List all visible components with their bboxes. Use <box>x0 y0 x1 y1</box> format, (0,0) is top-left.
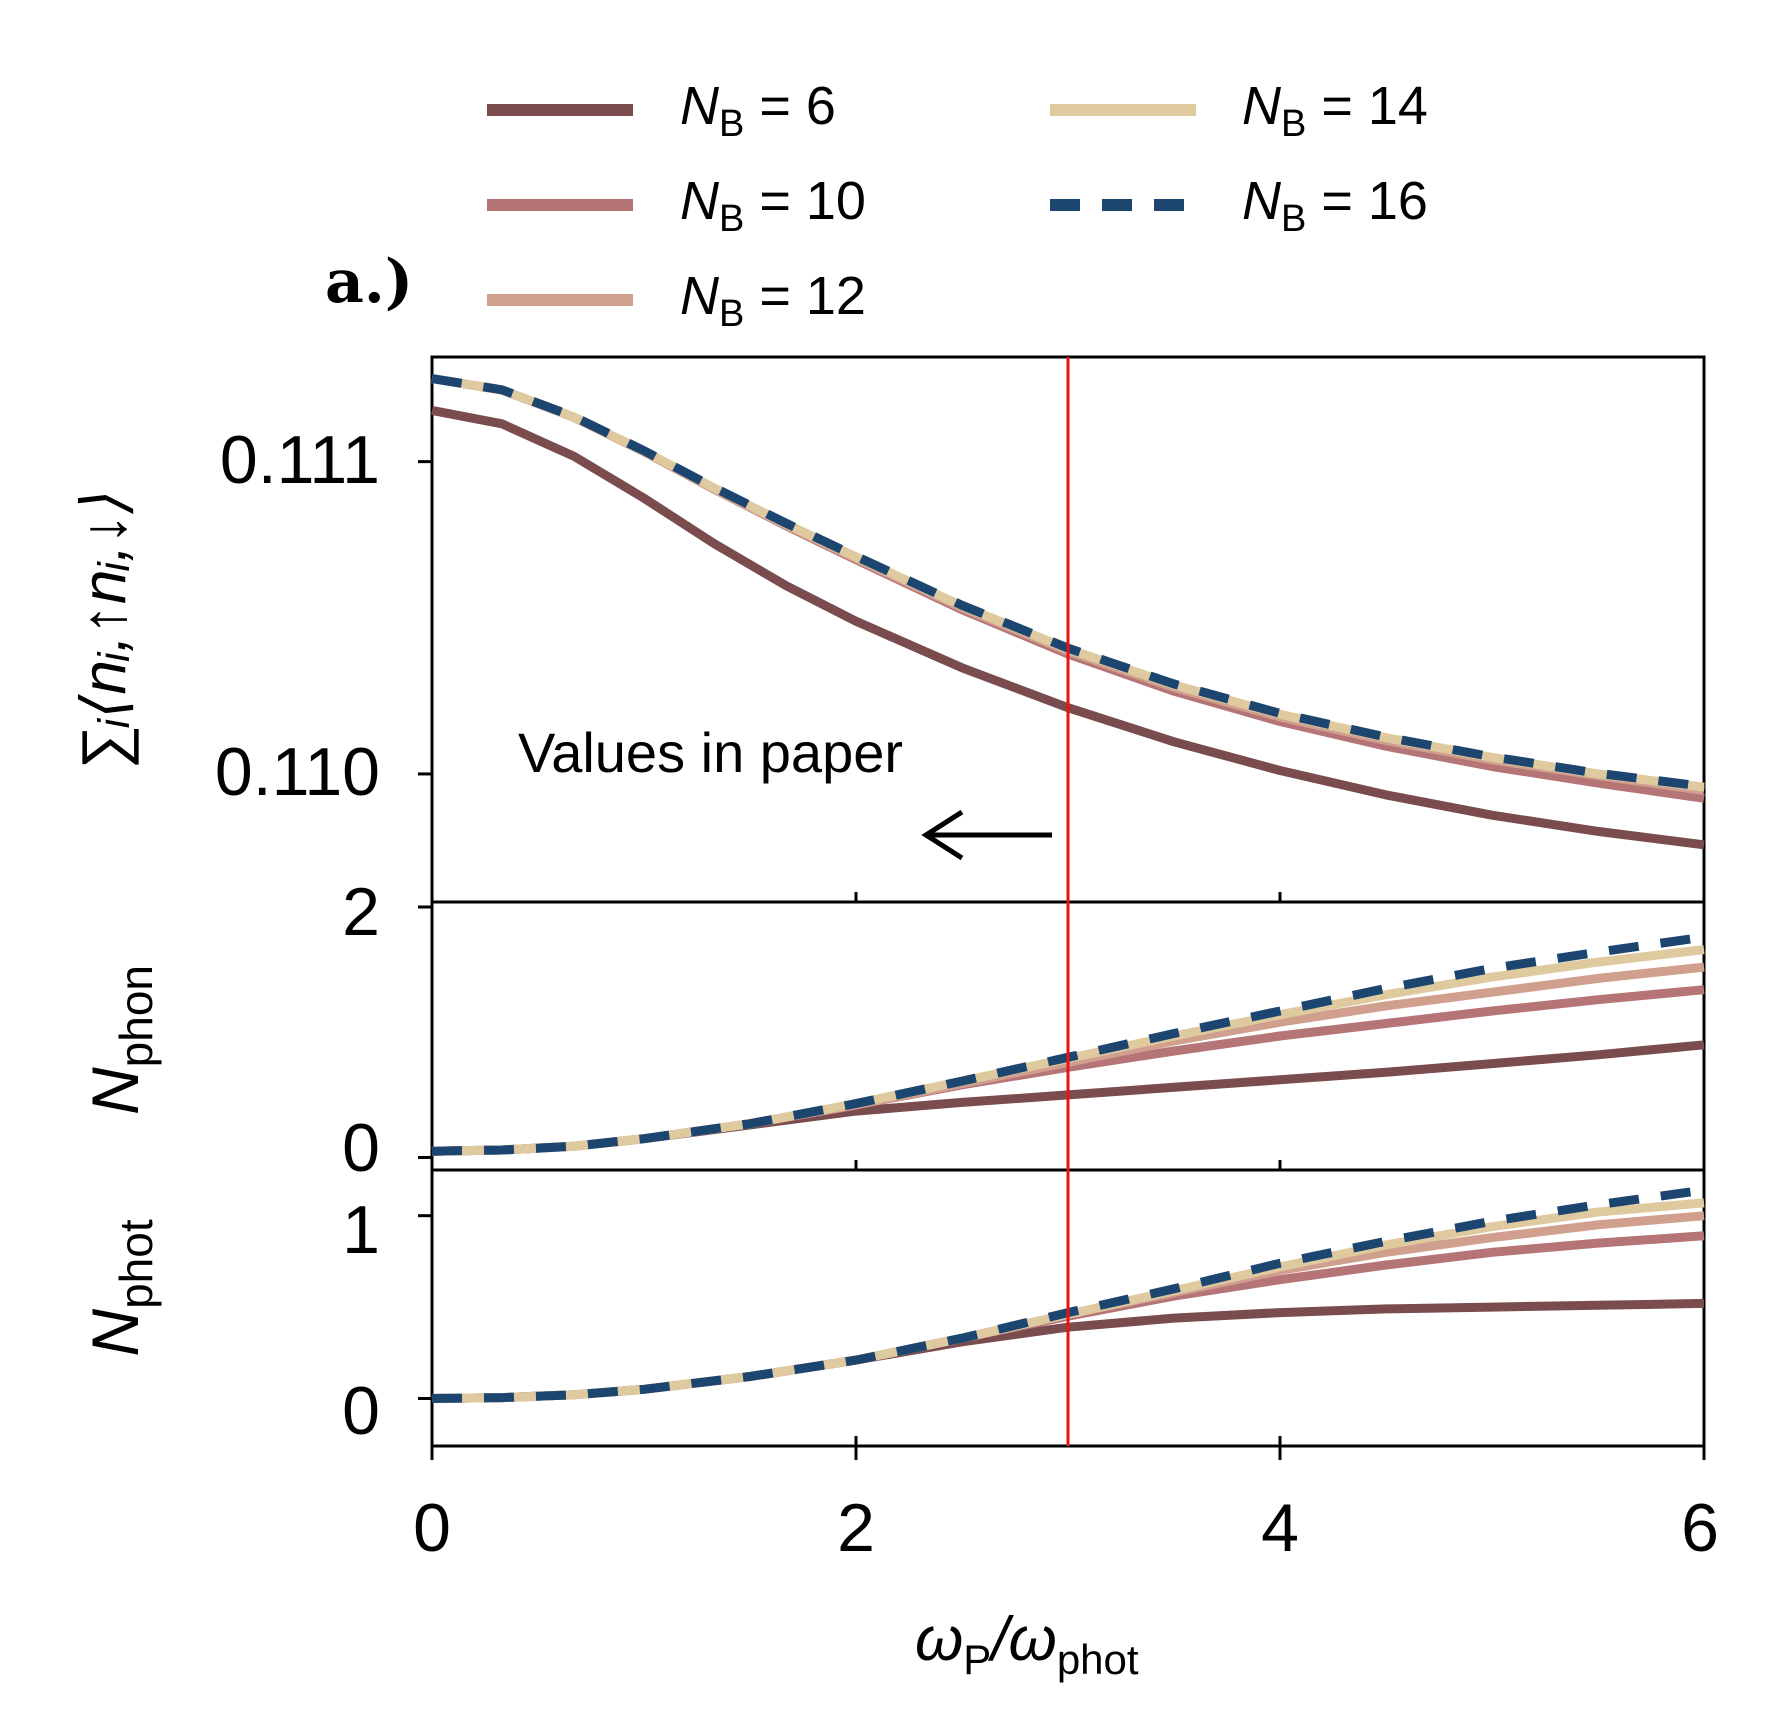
annotation-text: Values in paper <box>518 721 903 784</box>
y-bot-tick-label-1: 1 <box>342 1192 380 1268</box>
panel-label: a.) <box>325 247 413 317</box>
middle-series-nb16 <box>431 932 1705 1156</box>
y-bot-tick-label-0: 0 <box>342 1373 380 1449</box>
tick-layer <box>418 460 1706 1460</box>
y-mid-tick-label-0: 0 <box>342 1110 380 1186</box>
x-tick-label-4: 4 <box>1261 1490 1299 1566</box>
legend-label-nb6: NB = 6 <box>680 76 836 145</box>
y-axis-label-top: ∑ᵢ⟨nᵢ,↑nᵢ,↓⟩ <box>70 489 139 770</box>
y-axis-label-middle: Nphon <box>78 965 162 1115</box>
legend: NB = 6 NB = 10 NB = 12 NB = 14 NB = 16 <box>487 76 1428 335</box>
legend-label-nb14: NB = 14 <box>1242 76 1428 145</box>
y-mid-tick-label-2: 2 <box>342 874 380 950</box>
legend-label-nb12: NB = 12 <box>680 266 866 335</box>
series-layer <box>431 374 1705 1403</box>
bottom-series-nb16 <box>431 1185 1705 1403</box>
x-tick-label-2: 2 <box>837 1490 875 1566</box>
annotation-arrow <box>921 809 1052 861</box>
top-series-nb6 <box>431 405 1705 850</box>
legend-label-nb16: NB = 16 <box>1242 171 1428 240</box>
y-top-tick-label-0110: 0.110 <box>215 734 380 810</box>
x-axis-label: ωP/ωphot <box>915 1605 1139 1683</box>
x-tick-label-0: 0 <box>413 1490 451 1566</box>
x-tick-label-6: 6 <box>1681 1490 1719 1566</box>
y-axis-label-bottom: Nphot <box>78 1219 162 1356</box>
top-series-nb16 <box>431 374 1705 791</box>
y-top-tick-label-0111: 0.111 <box>220 422 380 498</box>
legend-label-nb10: NB = 10 <box>680 171 866 240</box>
